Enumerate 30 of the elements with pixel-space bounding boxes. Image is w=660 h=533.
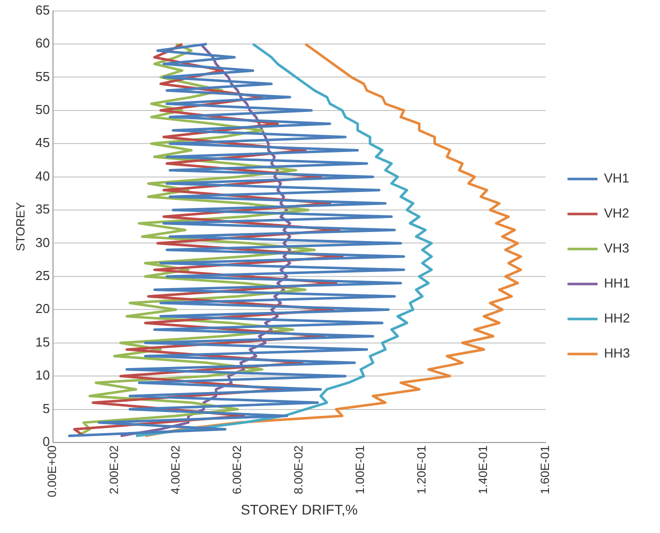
y-tick-label: 10 [35, 368, 50, 383]
x-tick-label: 1.00E-01 [353, 445, 368, 494]
legend-label: VH2 [604, 206, 630, 221]
x-tick-label: 1.60E-01 [538, 445, 552, 494]
legend-label: VH3 [604, 240, 630, 256]
x-axis-title: STOREY DRIFT,% [240, 501, 358, 518]
y-tick-label: 65 [35, 2, 50, 18]
x-tick-label: 0.00E+00 [45, 445, 60, 498]
y-tick-label: 15 [35, 334, 50, 350]
legend-label: HH1 [604, 276, 630, 291]
x-tick-label: 1.40E-01 [476, 445, 490, 494]
x-tick-label: 6.00E-02 [230, 445, 244, 494]
y-tick-label: 30 [35, 234, 50, 250]
legend-label: HH2 [604, 310, 630, 326]
y-tick-label: 55 [35, 68, 50, 84]
x-tick-label: 4.00E-02 [168, 445, 182, 494]
y-tick-label: 45 [35, 135, 50, 150]
y-tick-label: 40 [35, 168, 50, 184]
y-tick-label: 25 [35, 268, 50, 284]
y-tick-label: 35 [35, 202, 50, 217]
y-axis-title: STOREY [14, 202, 28, 252]
legend-label: HH3 [604, 346, 630, 361]
x-tick-label: 1.20E-01 [414, 445, 429, 494]
y-tick-label: 5 [42, 400, 50, 416]
x-tick-label: 2.00E-02 [106, 445, 121, 494]
legend-label: VH1 [604, 170, 630, 186]
y-tick-label: 60 [35, 36, 50, 51]
y-tick-label: 20 [35, 301, 50, 316]
x-tick-label: 8.00E-02 [291, 445, 306, 494]
y-tick-label: 50 [35, 102, 50, 117]
